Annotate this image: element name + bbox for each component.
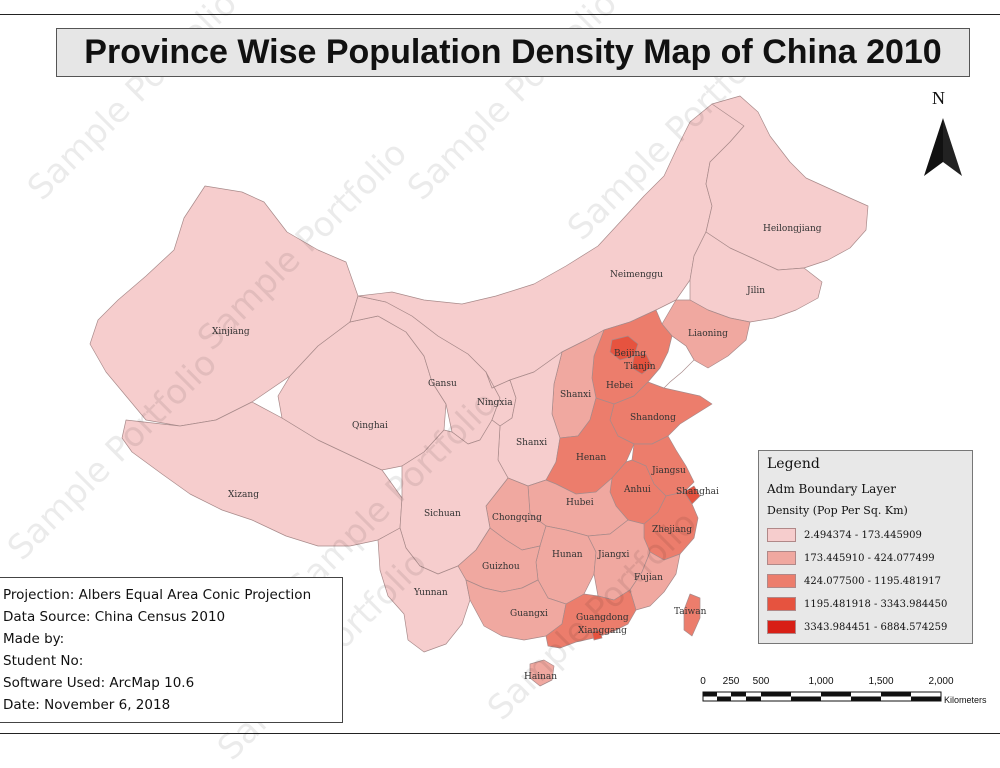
label-yunnan: Yunnan <box>413 588 448 598</box>
legend-field-name: Density (Pop Per Sq. Km) <box>767 504 908 517</box>
info-student-no: Student No: <box>3 653 84 669</box>
province-tianjin[interactable] <box>631 353 653 375</box>
scale-tick-label: 1,500 <box>868 676 894 687</box>
top-border-line <box>0 14 1000 15</box>
bottom-border-line <box>0 733 1000 734</box>
legend-item: 173.445910 - 424.077499 <box>767 549 935 567</box>
legend-swatch <box>767 551 796 565</box>
info-made-by: Made by: <box>3 631 65 647</box>
map-title: Province Wise Population Density Map of … <box>84 33 942 71</box>
province-fujian[interactable] <box>629 551 681 611</box>
label-guangdong: Guangdong <box>576 613 629 623</box>
legend-swatch <box>767 597 796 611</box>
scale-tick-label: 1,000 <box>808 676 834 687</box>
map-canvas: Xinjiang Xizang Qinghai Gansu Neimenggu … <box>89 95 869 687</box>
label-taiwan: Taiwan <box>674 607 707 617</box>
map-title-box: Province Wise Population Density Map of … <box>56 28 970 77</box>
province-guangdong[interactable] <box>545 589 637 649</box>
province-hainan[interactable] <box>529 659 555 687</box>
label-beijing: Beijing <box>614 349 646 359</box>
label-zhejiang: Zhejiang <box>652 525 692 535</box>
scale-bar-graphic <box>702 691 942 702</box>
label-shaanxi: Shanxi <box>516 438 547 448</box>
label-anhui: Anhui <box>623 485 651 495</box>
label-gansu: Gansu <box>428 379 457 389</box>
label-sichuan: Sichuan <box>424 509 461 519</box>
scale-tick-label: 0 <box>700 676 706 687</box>
label-xinjiang: Xinjiang <box>212 327 250 337</box>
province-taiwan[interactable] <box>683 593 701 637</box>
bohai-sea <box>647 335 695 389</box>
legend-label: 3343.984451 - 6884.574259 <box>804 621 948 633</box>
label-tianjin: Tianjin <box>624 362 656 372</box>
legend-item: 2.494374 - 173.445909 <box>767 526 922 544</box>
legend-swatch <box>767 574 796 588</box>
label-hebei: Hebei <box>606 381 633 391</box>
label-ningxia: Ningxia <box>477 398 513 408</box>
legend-label: 424.077500 - 1195.481917 <box>804 575 941 587</box>
scale-unit-label: Kilometers <box>944 695 987 705</box>
label-xianggang: Xianggang <box>578 626 627 636</box>
label-fujian: Fujian <box>634 573 663 583</box>
label-shanghai: Shanghai <box>676 487 719 497</box>
legend-layer-name: Adm Boundary Layer <box>767 482 896 496</box>
info-source: Data Source: China Census 2010 <box>3 609 226 625</box>
label-hunan: Hunan <box>552 550 583 560</box>
label-neimenggu: Neimenggu <box>610 270 663 280</box>
label-heilongjiang: Heilongjiang <box>763 224 822 234</box>
label-shandong: Shandong <box>630 413 676 423</box>
label-jilin: Jilin <box>746 286 765 296</box>
legend-label: 1195.481918 - 3343.984450 <box>804 598 948 610</box>
label-hainan: Hainan <box>524 672 557 682</box>
north-arrow-icon <box>924 118 962 176</box>
label-henan: Henan <box>576 453 606 463</box>
label-jiangsu: Jiangsu <box>651 466 686 476</box>
legend-swatch <box>767 528 796 542</box>
province-xianggang[interactable] <box>591 629 603 641</box>
province-jilin[interactable] <box>689 231 823 323</box>
label-jiangxi: Jiangxi <box>597 550 629 560</box>
info-date: Date: November 6, 2018 <box>3 697 171 713</box>
label-chongqing: Chongqing <box>492 513 542 523</box>
province-guangxi[interactable] <box>465 579 567 641</box>
scale-tick-label: 500 <box>752 676 770 687</box>
info-software: Software Used: ArcMap 10.6 <box>3 675 195 691</box>
label-shanxi: Shanxi <box>560 390 591 400</box>
label-qinghai: Qinghai <box>352 421 388 431</box>
label-guangxi: Guangxi <box>510 609 548 619</box>
scale-tick-label: 2,000 <box>928 676 954 687</box>
label-liaoning: Liaoning <box>688 329 728 339</box>
province-heilongjiang[interactable] <box>705 95 869 271</box>
label-hubei: Hubei <box>566 498 594 508</box>
label-xizang: Xizang <box>228 490 259 500</box>
label-guizhou: Guizhou <box>482 562 520 572</box>
legend-swatch <box>767 620 796 634</box>
legend-item: 1195.481918 - 3343.984450 <box>767 595 947 613</box>
north-letter: N <box>932 88 945 108</box>
legend-label: 2.494374 - 173.445909 <box>804 529 922 541</box>
legend-label: 173.445910 - 424.077499 <box>804 552 935 564</box>
scale-bar: 0 250 500 1,000 1,500 2,000 Kilometers <box>690 676 995 710</box>
scale-tick-label: 250 <box>722 676 740 687</box>
legend-item: 424.077500 - 1195.481917 <box>767 572 941 590</box>
info-projection: Projection: Albers Equal Area Conic Proj… <box>3 587 312 603</box>
province-yunnan[interactable] <box>377 527 471 653</box>
legend-box: Legend Adm Boundary Layer Density (Pop P… <box>758 450 973 644</box>
legend-title: Legend <box>767 456 820 472</box>
legend-item: 3343.984451 - 6884.574259 <box>767 618 947 636</box>
map-info-box: Projection: Albers Equal Area Conic Proj… <box>0 577 343 723</box>
